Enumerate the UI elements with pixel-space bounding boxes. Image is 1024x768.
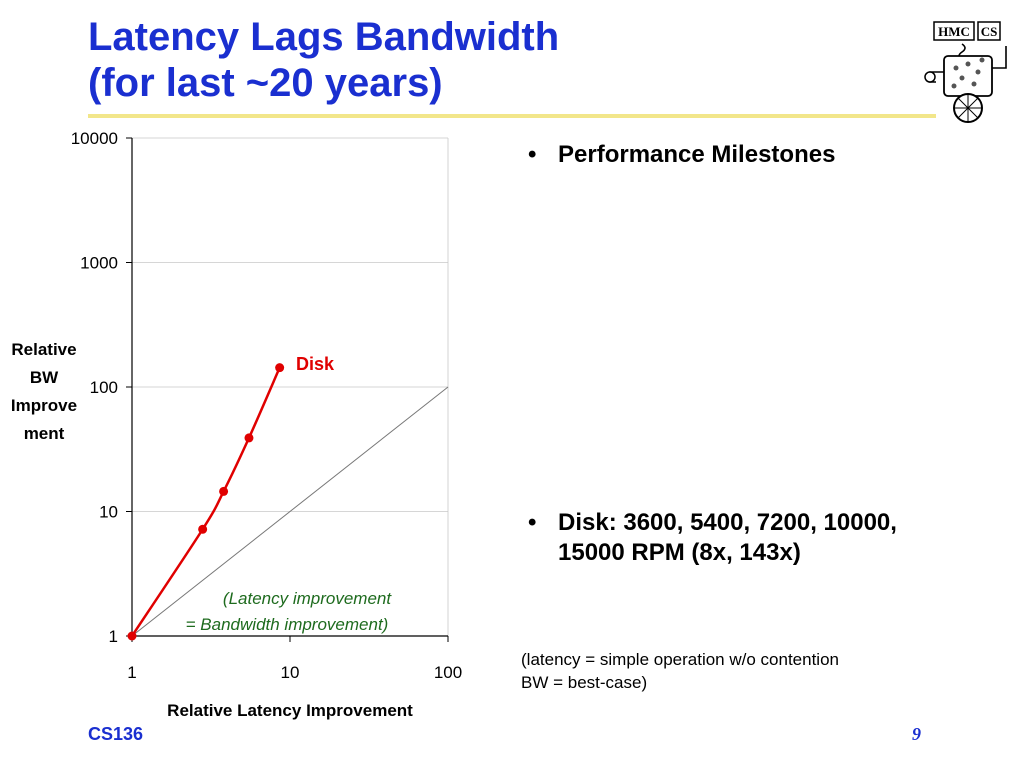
definition-note: (latency = simple operation w/o contenti… bbox=[521, 648, 921, 694]
title-divider bbox=[88, 114, 936, 118]
hmc-cs-logo-icon: HMC CS bbox=[924, 21, 1007, 123]
y-tick-label: 10000 bbox=[71, 129, 118, 148]
chart-ticks: 1 10 100 1000 10000 1 10 100 bbox=[71, 129, 462, 682]
data-point-disk bbox=[244, 433, 254, 443]
chart-gridlines bbox=[132, 137, 449, 636]
chart-series bbox=[127, 363, 285, 641]
logo-text-hmc: HMC bbox=[938, 24, 970, 39]
y-axis-label-line: BW bbox=[29, 368, 59, 387]
y-tick-label: 1 bbox=[109, 627, 118, 646]
slide-title-line2: (for last ~20 years) bbox=[88, 61, 443, 105]
x-axis-label: Relative Latency Improvement bbox=[167, 701, 413, 720]
reference-line bbox=[131, 386, 449, 637]
slide-title-line1: Latency Lags Bandwidth bbox=[88, 15, 560, 59]
y-tick-label: 1000 bbox=[80, 254, 118, 273]
y-tick-label: 100 bbox=[90, 378, 118, 397]
data-point-disk bbox=[275, 363, 285, 373]
x-tick-label: 100 bbox=[434, 663, 462, 682]
y-axis-label-line: Improve bbox=[10, 396, 78, 415]
logo-text-cs: CS bbox=[981, 24, 998, 39]
bullet-item: • Performance Milestones bbox=[528, 140, 908, 170]
bullet-text: Performance Milestones bbox=[558, 141, 836, 168]
x-tick-label: 10 bbox=[281, 663, 300, 682]
latency-bandwidth-chart: 1 10 100 1000 10000 1 10 100 Relative Latency I… bbox=[71, 129, 462, 720]
bullet-text: Disk: 3600, 5400, 7200, 10000, 15000 RPM… bbox=[558, 509, 897, 566]
data-point-disk bbox=[219, 486, 229, 496]
course-label: CS136 bbox=[88, 724, 144, 744]
note-line2: BW = best-case) bbox=[521, 673, 648, 692]
y-tick-label: 10 bbox=[99, 503, 118, 522]
page-number: 9 bbox=[912, 724, 921, 744]
series-label-disk: Disk bbox=[296, 354, 335, 374]
equal-improvement-reference-line bbox=[131, 386, 449, 637]
slide-title: Latency Lags Bandwidth (for last ~20 yea… bbox=[88, 14, 559, 106]
data-point-disk bbox=[127, 631, 137, 641]
data-point-disk bbox=[198, 524, 208, 534]
bullet-marker: • bbox=[528, 141, 537, 168]
note-line1: (latency = simple operation w/o contenti… bbox=[521, 650, 839, 669]
bullet-marker: • bbox=[528, 509, 537, 536]
y-axis-label-line: ment bbox=[23, 424, 65, 443]
y-axis-label-line: Relative bbox=[11, 340, 77, 359]
bullet-item: • Disk: 3600, 5400, 7200, 10000, 15000 RP… bbox=[528, 508, 908, 568]
y-axis-label: Relative BW Improve ment bbox=[0, 336, 88, 448]
x-tick-label: 1 bbox=[127, 663, 136, 682]
reference-line-label-1: (Latency improvement bbox=[223, 589, 392, 608]
reference-line-label-2: = Bandwidth improvement) bbox=[186, 615, 389, 634]
